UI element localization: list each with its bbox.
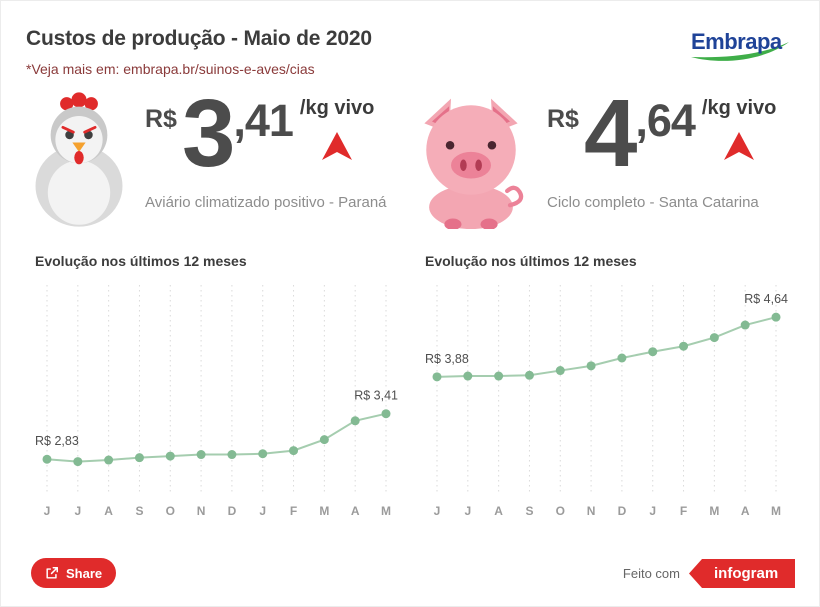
data-point xyxy=(134,453,144,463)
pig-chart-block: Evolução nos últimos 12 meses J J A S O N D J F M… xyxy=(413,253,795,525)
chicken-panel: R$ 3 ,41 /kg vivo Aviário climatizado po… xyxy=(27,80,387,229)
cost-line xyxy=(46,412,387,463)
price-integer: 4 xyxy=(583,80,637,187)
month-label: S xyxy=(525,504,533,518)
data-point xyxy=(771,312,781,322)
data-point xyxy=(555,366,565,376)
month-label: D xyxy=(618,504,627,518)
data-point xyxy=(350,416,360,426)
month-label: A xyxy=(741,504,750,518)
infogram-label: infogram xyxy=(714,565,779,582)
data-point xyxy=(381,409,391,419)
data-point xyxy=(740,320,750,330)
data-point xyxy=(432,372,442,382)
month-label: J xyxy=(464,504,471,518)
data-point xyxy=(258,449,268,459)
data-point xyxy=(319,435,329,445)
unit-column: /kg vivo xyxy=(300,97,374,160)
data-point xyxy=(463,371,473,381)
embrapa-logo-text: Embrapa xyxy=(691,29,782,54)
chicken-chart-block: Evolução nos últimos 12 meses J J A S O N D J F M… xyxy=(23,253,405,525)
data-point xyxy=(289,446,299,456)
share-button[interactable]: Share xyxy=(31,558,117,588)
first-value-label: R$ 2,83 xyxy=(35,434,79,448)
page-title: Custos de produção - Maio de 2020 xyxy=(26,27,372,50)
month-label: A xyxy=(104,504,113,518)
month-label: J xyxy=(434,504,441,518)
currency-label: R$ xyxy=(547,105,579,133)
month-label: M xyxy=(709,504,719,518)
data-point xyxy=(586,361,596,371)
chicken-price-area: R$ 3 ,41 /kg vivo Aviário climatizado po… xyxy=(145,80,387,211)
footer-credit: Feito com infogram xyxy=(623,559,795,588)
chart-title: Evolução nos últimos 12 meses xyxy=(35,253,247,269)
pig-cost-chart: J J A S O N D J F M A M R$ 3,88 R$ 4,64 xyxy=(425,285,788,518)
price-decimal: ,41 xyxy=(233,95,294,146)
price-unit: /kg vivo xyxy=(299,97,375,119)
price-decimal: ,64 xyxy=(635,95,696,146)
data-point xyxy=(104,455,114,465)
month-label: F xyxy=(290,504,297,518)
month-label: M xyxy=(381,504,391,518)
month-label: J xyxy=(649,504,656,518)
month-label: N xyxy=(587,504,596,518)
month-label: J xyxy=(74,504,81,518)
month-label: N xyxy=(197,504,206,518)
data-point xyxy=(617,353,627,363)
infogram-badge[interactable]: infogram xyxy=(689,559,795,588)
pig-price: R$ 4 ,64 /kg vivo xyxy=(547,80,776,187)
share-label: Share xyxy=(66,565,103,581)
trend-up-icon xyxy=(322,132,353,160)
data-point xyxy=(73,457,83,467)
share-icon xyxy=(46,567,58,579)
chicken-caption: Aviário climatizado positivo - Paraná xyxy=(145,193,387,211)
month-label: O xyxy=(166,504,175,518)
unit-column: /kg vivo xyxy=(702,97,776,160)
chicken-cost-chart: J J A S O N D J F M A M R$ 2,83 R$ 3,41 xyxy=(35,285,398,518)
month-label: F xyxy=(680,504,687,518)
data-point xyxy=(42,454,52,464)
data-point xyxy=(494,371,504,381)
price-integer: 3 xyxy=(181,80,235,187)
embrapa-swoosh-icon xyxy=(691,42,789,61)
month-label: S xyxy=(135,504,143,518)
first-value-label: R$ 3,88 xyxy=(425,352,469,366)
month-label: J xyxy=(44,504,51,518)
last-value-label: R$ 3,41 xyxy=(354,389,398,403)
data-point xyxy=(524,370,534,380)
trend-up-icon xyxy=(724,132,755,160)
month-label: D xyxy=(228,504,237,518)
data-point xyxy=(709,333,719,343)
data-point xyxy=(679,341,689,351)
month-label: O xyxy=(556,504,565,518)
pig-price-area: R$ 4 ,64 /kg vivo Ciclo completo - Santa… xyxy=(547,80,776,211)
chicken-icon xyxy=(35,92,123,227)
currency-label: R$ xyxy=(145,105,177,133)
chart-title: Evolução nos últimos 12 meses xyxy=(425,253,637,269)
embrapa-logo: Embrapa xyxy=(689,27,791,63)
page-subtitle: *Veja mais em: embrapa.br/suinos-e-aves/… xyxy=(26,61,315,77)
made-with-text: Feito com xyxy=(622,566,680,581)
month-label: A xyxy=(494,504,503,518)
pig-panel: R$ 4 ,64 /kg vivo Ciclo completo - Santa… xyxy=(409,80,776,229)
chicken-price: R$ 3 ,41 /kg vivo xyxy=(145,80,387,187)
data-point xyxy=(165,451,175,461)
price-unit: /kg vivo xyxy=(701,97,777,119)
month-label: M xyxy=(319,504,329,518)
month-label: A xyxy=(351,504,360,518)
cost-line xyxy=(436,316,777,378)
data-point xyxy=(196,450,206,460)
pig-icon xyxy=(424,98,524,229)
month-label: J xyxy=(259,504,266,518)
month-label: M xyxy=(771,504,781,518)
data-point xyxy=(227,450,237,460)
pig-caption: Ciclo completo - Santa Catarina xyxy=(547,193,759,211)
data-point xyxy=(648,347,658,357)
last-value-label: R$ 4,64 xyxy=(744,292,788,306)
